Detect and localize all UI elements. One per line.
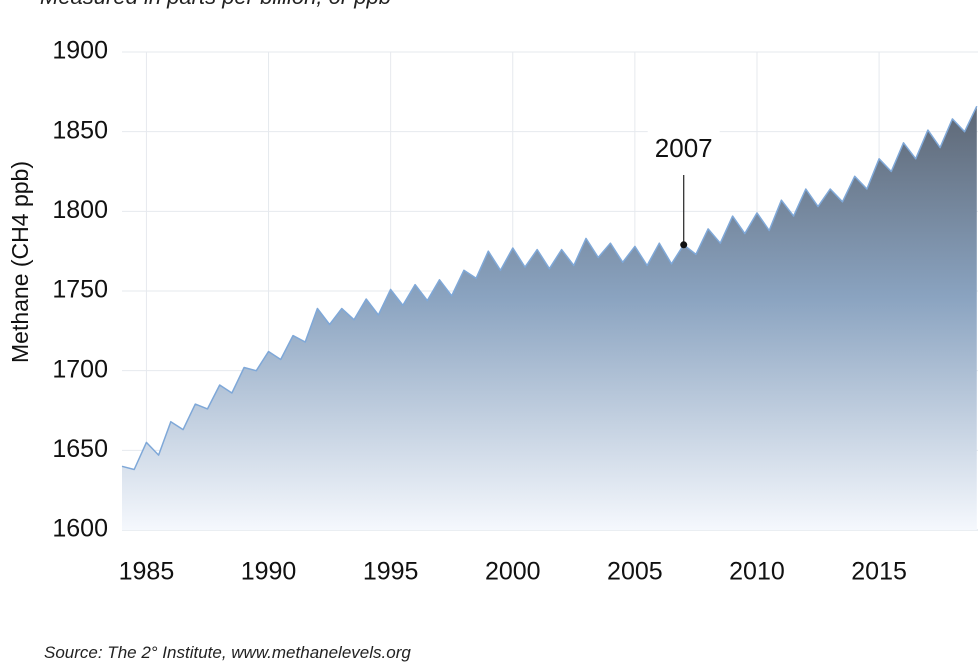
y-tick-label: 1700: [52, 355, 108, 383]
annotation-box: [647, 130, 720, 168]
line: [121, 105, 978, 471]
y-tick-label: 1800: [52, 196, 108, 224]
y-axis-label: Methane (CH4 ppb): [7, 161, 33, 363]
x-tick-label: 2010: [729, 558, 785, 586]
x-tick-label: 1995: [363, 558, 419, 586]
area-fill: [122, 106, 977, 530]
annotation-dot: [680, 241, 688, 249]
x-tick-label: 1985: [119, 558, 175, 586]
x-tick-label: 2000: [485, 558, 541, 586]
annotation-label: 2007: [655, 133, 713, 163]
x-tick-label: 1990: [241, 558, 297, 586]
x-tick-label: 2015: [851, 558, 907, 586]
y-tick-label: 1750: [52, 276, 108, 304]
subtitle: Measured in parts per billion, or ppb: [40, 0, 391, 9]
source: Source: The 2° Institute, www.methanelev…: [44, 643, 411, 662]
y-tick-label: 1900: [52, 37, 108, 65]
y-tick-label: 1600: [52, 515, 108, 543]
y-tick-label: 1650: [52, 435, 108, 463]
y-tick-label: 1850: [52, 116, 108, 144]
x-tick-label: 2005: [607, 558, 663, 586]
